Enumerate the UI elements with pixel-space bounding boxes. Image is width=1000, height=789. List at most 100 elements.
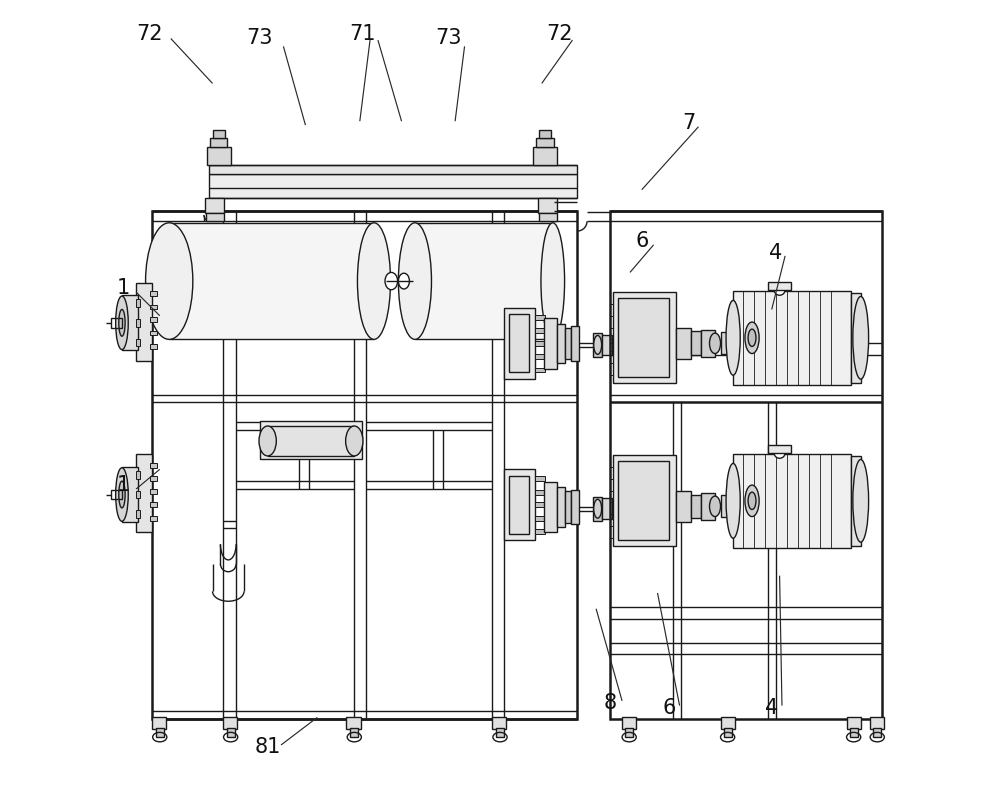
Bar (150, 291, 157, 296)
Bar (535, 477, 545, 481)
Text: 71: 71 (349, 24, 375, 43)
Bar (613, 455, 676, 546)
Bar (509, 314, 529, 372)
Text: 6: 6 (635, 231, 648, 251)
Ellipse shape (594, 335, 602, 354)
Ellipse shape (119, 309, 125, 336)
Bar (268, 426, 354, 456)
Ellipse shape (748, 329, 756, 346)
Ellipse shape (594, 499, 602, 518)
Bar (721, 495, 733, 518)
Bar (136, 471, 140, 479)
Bar (593, 497, 602, 521)
Bar (136, 510, 140, 518)
Bar (213, 130, 225, 138)
Ellipse shape (346, 426, 363, 456)
Bar (557, 323, 565, 363)
Ellipse shape (541, 222, 565, 339)
Bar (152, 211, 577, 719)
Bar (622, 717, 636, 729)
Bar (733, 454, 851, 548)
Bar (136, 282, 152, 361)
Bar (851, 456, 861, 546)
Bar (676, 491, 691, 522)
Bar (205, 197, 224, 213)
Ellipse shape (748, 492, 756, 510)
Bar (535, 529, 545, 534)
Text: 4: 4 (769, 243, 782, 263)
Bar (593, 333, 602, 357)
Bar (509, 476, 529, 534)
Text: 72: 72 (136, 24, 163, 43)
Bar (260, 421, 362, 459)
Ellipse shape (385, 272, 398, 290)
Bar (350, 727, 358, 737)
Bar (136, 319, 140, 327)
Bar (691, 495, 701, 518)
Bar (533, 148, 557, 165)
Bar (691, 331, 701, 355)
Bar (150, 331, 157, 335)
Bar (851, 293, 861, 383)
Bar (544, 482, 557, 533)
Bar (111, 318, 122, 327)
Bar (150, 317, 157, 322)
Bar (150, 344, 157, 349)
Bar (150, 463, 157, 468)
Bar (850, 727, 858, 737)
Bar (565, 327, 571, 359)
Bar (535, 315, 545, 320)
Text: 8: 8 (604, 694, 617, 713)
Ellipse shape (259, 426, 276, 456)
Bar (492, 717, 506, 729)
Bar (535, 368, 545, 372)
Bar (150, 477, 157, 481)
Bar (136, 299, 140, 307)
Bar (536, 138, 554, 148)
Ellipse shape (119, 481, 125, 508)
Bar (136, 491, 140, 499)
Bar (768, 445, 791, 453)
Bar (156, 727, 164, 737)
Bar (565, 492, 571, 523)
Text: 1: 1 (117, 279, 130, 298)
Text: 7: 7 (682, 113, 696, 133)
Bar (557, 488, 565, 527)
Bar (535, 354, 545, 359)
Bar (701, 330, 715, 357)
Text: 6: 6 (663, 698, 676, 718)
Bar (571, 326, 579, 361)
Text: 4: 4 (765, 698, 778, 718)
Bar (122, 467, 138, 522)
Ellipse shape (710, 496, 721, 517)
Bar (169, 222, 374, 339)
Bar (847, 717, 861, 729)
Bar (625, 727, 633, 737)
Bar (111, 490, 122, 499)
Bar (150, 516, 157, 521)
Bar (539, 213, 557, 221)
Bar (539, 130, 551, 138)
Ellipse shape (774, 447, 785, 458)
Bar (535, 490, 545, 495)
Bar (210, 138, 227, 148)
Bar (733, 290, 851, 385)
Bar (613, 292, 676, 383)
Bar (504, 469, 535, 540)
Ellipse shape (710, 333, 721, 353)
Bar (724, 727, 732, 737)
Bar (150, 489, 157, 494)
Bar (209, 165, 577, 174)
Ellipse shape (357, 222, 391, 339)
Bar (227, 727, 235, 737)
Text: 72: 72 (546, 24, 572, 43)
Ellipse shape (146, 222, 193, 339)
Bar (152, 717, 166, 729)
Ellipse shape (853, 459, 869, 542)
Bar (870, 717, 884, 729)
Text: 73: 73 (436, 28, 462, 48)
Bar (415, 222, 553, 339)
Bar (496, 727, 504, 737)
Ellipse shape (745, 485, 759, 517)
Bar (122, 295, 138, 350)
